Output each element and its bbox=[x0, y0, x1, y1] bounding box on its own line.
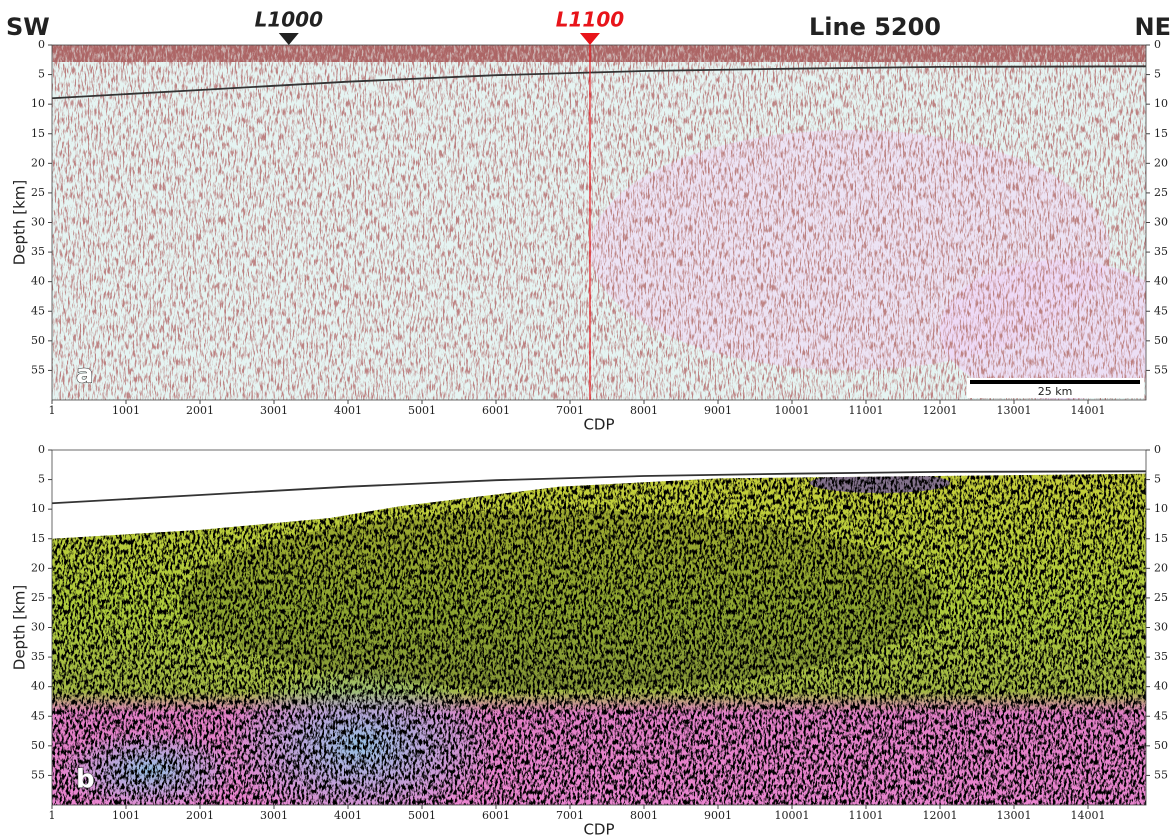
x-tick-label: 10001 bbox=[774, 404, 809, 417]
header-right: NE bbox=[1135, 13, 1171, 41]
y-tick-label-right: 15 bbox=[1154, 127, 1168, 140]
y-axis-label: Depth [km] bbox=[11, 585, 29, 670]
y-tick-label-right: 50 bbox=[1154, 334, 1168, 347]
x-tick-label: 11001 bbox=[848, 809, 883, 822]
x-tick-label: 1 bbox=[49, 404, 56, 417]
x-tick-label: 14001 bbox=[1070, 809, 1105, 822]
top-band-tint bbox=[52, 45, 1146, 62]
y-tick-label-right: 50 bbox=[1154, 739, 1168, 752]
x-tick-label: 6001 bbox=[482, 404, 510, 417]
x-tick-label: 9001 bbox=[704, 404, 732, 417]
x-axis-label: CDP bbox=[583, 821, 614, 838]
x-tick-label: 12001 bbox=[922, 809, 957, 822]
x-tick-label: 14001 bbox=[1070, 404, 1105, 417]
x-tick-label: 11001 bbox=[848, 404, 883, 417]
x-tick-label: 10001 bbox=[774, 809, 809, 822]
marker-triangle bbox=[279, 33, 299, 45]
y-tick-label: 30 bbox=[31, 216, 45, 229]
x-tick-label: 6001 bbox=[482, 809, 510, 822]
x-tick-label: 4001 bbox=[334, 404, 362, 417]
y-tick-label-right: 35 bbox=[1154, 650, 1168, 663]
y-tick-label-right: 10 bbox=[1154, 502, 1168, 515]
x-tick-label: 2001 bbox=[186, 809, 214, 822]
y-tick-label: 50 bbox=[31, 739, 45, 752]
y-tick-label: 40 bbox=[31, 680, 45, 693]
x-tick-label: 7001 bbox=[556, 404, 584, 417]
y-tick-label-right: 5 bbox=[1154, 473, 1161, 486]
y-tick-label-right: 15 bbox=[1154, 532, 1168, 545]
y-tick-label-right: 55 bbox=[1154, 363, 1168, 376]
y-tick-label-right: 45 bbox=[1154, 304, 1168, 317]
y-tick-label: 10 bbox=[31, 97, 45, 110]
x-axis-label: CDP bbox=[583, 416, 614, 434]
x-tick-label: 7001 bbox=[556, 809, 584, 822]
x-tick-label: 8001 bbox=[630, 404, 658, 417]
y-tick-label: 50 bbox=[31, 334, 45, 347]
panel-label: a bbox=[76, 360, 94, 390]
y-tick-label: 5 bbox=[38, 68, 45, 81]
y-tick-label-right: 20 bbox=[1154, 156, 1168, 169]
y-tick-label: 0 bbox=[38, 443, 45, 456]
y-tick-label: 35 bbox=[31, 650, 45, 663]
y-tick-label: 30 bbox=[31, 621, 45, 634]
x-tick-label: 1001 bbox=[112, 809, 140, 822]
x-tick-label: 12001 bbox=[922, 404, 957, 417]
panel-label: b bbox=[76, 765, 95, 795]
y-tick-label-right: 25 bbox=[1154, 591, 1168, 604]
x-tick-label: 2001 bbox=[186, 404, 214, 417]
y-tick-label: 15 bbox=[31, 532, 45, 545]
y-tick-label: 25 bbox=[31, 591, 45, 604]
y-tick-label-right: 55 bbox=[1154, 768, 1168, 781]
y-tick-label: 5 bbox=[38, 473, 45, 486]
page: 0055101015152020252530303535404045455050… bbox=[0, 0, 1175, 838]
x-tick-label: 3001 bbox=[260, 809, 288, 822]
y-tick-label: 55 bbox=[31, 768, 45, 781]
x-tick-label: 8001 bbox=[630, 809, 658, 822]
x-tick-label: 3001 bbox=[260, 404, 288, 417]
y-tick-label-right: 40 bbox=[1154, 275, 1168, 288]
y-tick-label: 15 bbox=[31, 127, 45, 140]
x-tick-label: 1 bbox=[49, 809, 56, 822]
y-tick-label: 10 bbox=[31, 502, 45, 515]
y-tick-label-right: 45 bbox=[1154, 709, 1168, 722]
texture bbox=[52, 45, 1146, 400]
figure: 0055101015152020252530303535404045455050… bbox=[0, 0, 1175, 838]
y-tick-label-right: 30 bbox=[1154, 621, 1168, 634]
y-tick-label: 20 bbox=[31, 156, 45, 169]
y-axis-label: Depth [km] bbox=[11, 180, 29, 265]
y-tick-label-right: 25 bbox=[1154, 186, 1168, 199]
y-tick-label: 20 bbox=[31, 561, 45, 574]
y-tick-label-right: 40 bbox=[1154, 680, 1168, 693]
y-tick-label-right: 35 bbox=[1154, 245, 1168, 258]
y-tick-label: 25 bbox=[31, 186, 45, 199]
section-image bbox=[52, 45, 1175, 400]
header-left: SW bbox=[6, 13, 50, 41]
y-tick-label-right: 30 bbox=[1154, 216, 1168, 229]
y-tick-label: 40 bbox=[31, 275, 45, 288]
x-tick-label: 4001 bbox=[334, 809, 362, 822]
marker-label: L1100 bbox=[556, 8, 624, 32]
y-tick-label-right: 0 bbox=[1154, 443, 1161, 456]
section-image bbox=[52, 450, 1146, 825]
x-tick-label: 13001 bbox=[996, 809, 1031, 822]
marker-label: L1000 bbox=[255, 8, 323, 32]
x-tick-label: 5001 bbox=[408, 809, 436, 822]
y-tick-label-right: 10 bbox=[1154, 97, 1168, 110]
y-tick-label: 55 bbox=[31, 363, 45, 376]
marker-triangle bbox=[580, 33, 600, 45]
y-tick-label-right: 20 bbox=[1154, 561, 1168, 574]
y-tick-label: 45 bbox=[31, 709, 45, 722]
dark-zone bbox=[180, 510, 940, 690]
y-tick-label: 35 bbox=[31, 245, 45, 258]
x-tick-label: 1001 bbox=[112, 404, 140, 417]
x-tick-label: 5001 bbox=[408, 404, 436, 417]
chart-title: Line 5200 bbox=[809, 13, 941, 41]
y-tick-label: 45 bbox=[31, 304, 45, 317]
x-tick-label: 9001 bbox=[704, 809, 732, 822]
x-tick-label: 13001 bbox=[996, 404, 1031, 417]
y-tick-label-right: 5 bbox=[1154, 68, 1161, 81]
scale-bar-label: 25 km bbox=[1038, 385, 1073, 398]
